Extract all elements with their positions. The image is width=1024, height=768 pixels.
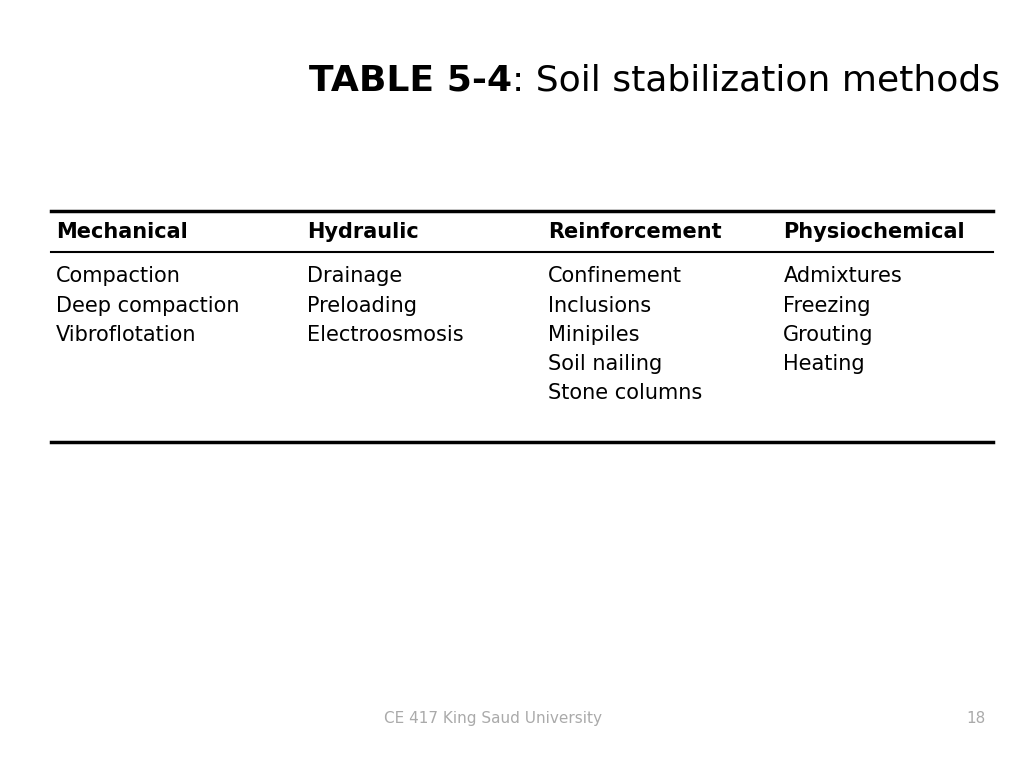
Text: Mechanical: Mechanical — [56, 222, 188, 242]
Text: Hydraulic: Hydraulic — [307, 222, 419, 242]
Text: Vibroflotation: Vibroflotation — [56, 325, 197, 345]
Text: Minipiles: Minipiles — [548, 325, 639, 345]
Text: Electroosmosis: Electroosmosis — [307, 325, 464, 345]
Text: Confinement: Confinement — [548, 266, 682, 286]
Text: Preloading: Preloading — [307, 296, 417, 316]
Text: Physiochemical: Physiochemical — [783, 222, 965, 242]
Text: Stone columns: Stone columns — [548, 383, 702, 403]
Text: CE 417 King Saud University: CE 417 King Saud University — [384, 710, 602, 726]
Text: : Soil stabilization methods: : Soil stabilization methods — [512, 64, 1000, 98]
Text: Grouting: Grouting — [783, 325, 873, 345]
Text: 18: 18 — [967, 710, 986, 726]
Text: Soil nailing: Soil nailing — [548, 354, 663, 374]
Text: Drainage: Drainage — [307, 266, 402, 286]
Text: Deep compaction: Deep compaction — [56, 296, 240, 316]
Text: Heating: Heating — [783, 354, 865, 374]
Text: Admixtures: Admixtures — [783, 266, 902, 286]
Text: TABLE 5-4: TABLE 5-4 — [309, 64, 512, 98]
Text: Compaction: Compaction — [56, 266, 181, 286]
Text: Inclusions: Inclusions — [548, 296, 651, 316]
Text: Reinforcement: Reinforcement — [548, 222, 722, 242]
Text: Freezing: Freezing — [783, 296, 870, 316]
